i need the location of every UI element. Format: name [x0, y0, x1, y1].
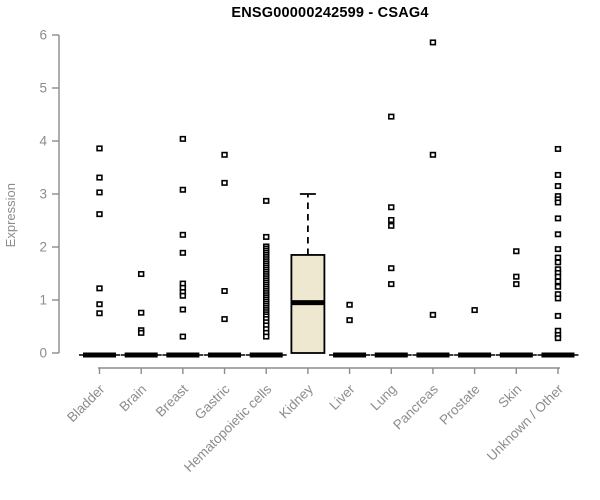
- median-line: [124, 352, 158, 358]
- median-line: [333, 352, 367, 358]
- data-point: [96, 211, 103, 218]
- data-point: [179, 292, 187, 299]
- data-point: [429, 39, 437, 46]
- data-point: [554, 278, 562, 285]
- data-point: [554, 283, 562, 290]
- data-point: [179, 186, 187, 193]
- axis-tick-label: 6: [39, 28, 47, 43]
- x-tick-label: Brain: [116, 382, 149, 415]
- x-tick-label: Lung: [368, 382, 400, 414]
- data-point: [554, 312, 562, 319]
- axis-tick-label: 4: [39, 134, 47, 149]
- data-point: [179, 306, 187, 313]
- data-point: [221, 151, 228, 158]
- data-point: [388, 222, 395, 229]
- data-point: [554, 171, 562, 178]
- data-point: [96, 285, 103, 292]
- data-point: [513, 248, 520, 255]
- axis-tick-label: 5: [39, 81, 47, 96]
- data-point: [388, 281, 395, 288]
- data-point: [554, 215, 562, 222]
- data-point: [429, 311, 437, 318]
- x-tick-label: Breast: [153, 381, 191, 419]
- x-tick-label: Bladder: [64, 381, 108, 425]
- data-point: [137, 329, 145, 336]
- data-point: [388, 216, 395, 223]
- x-tick-label: Prostate: [437, 382, 483, 428]
- median-line: [249, 352, 283, 358]
- data-point: [96, 174, 103, 181]
- axis-tick-label: 2: [39, 240, 47, 255]
- data-point: [179, 135, 187, 142]
- median-line: [374, 352, 408, 358]
- data-point: [471, 307, 478, 314]
- x-tick-label: Pancreas: [390, 381, 441, 432]
- data-point: [554, 259, 562, 266]
- median-line: [208, 352, 242, 358]
- data-point: [179, 231, 187, 238]
- data-point: [554, 254, 562, 261]
- data-point: [96, 145, 103, 152]
- data-point: [388, 204, 395, 211]
- data-point: [263, 233, 270, 240]
- data-point: [221, 316, 228, 323]
- data-point: [221, 179, 228, 186]
- median-line: [541, 352, 575, 358]
- x-tick-label: Gastric: [192, 381, 233, 422]
- data-point: [554, 183, 562, 190]
- median-line: [499, 352, 533, 358]
- median-line: [416, 352, 450, 358]
- data-point: [554, 199, 562, 206]
- data-point: [263, 333, 270, 340]
- x-tick-label: Liver: [326, 381, 358, 413]
- chart-title: ENSG00000242599 - CSAG4: [231, 5, 429, 21]
- median-line: [166, 352, 200, 358]
- data-point: [179, 249, 187, 256]
- data-point: [554, 295, 562, 302]
- data-point: [554, 273, 562, 280]
- data-point: [554, 246, 562, 253]
- data-point: [554, 145, 562, 152]
- data-point: [513, 273, 520, 280]
- data-point: [346, 301, 353, 308]
- data-point: [346, 317, 353, 324]
- data-point: [96, 189, 103, 196]
- data-point: [96, 310, 103, 317]
- data-point: [429, 151, 437, 158]
- x-tick-label: Unknown / Other: [484, 381, 567, 464]
- data-point: [554, 335, 562, 342]
- data-point: [96, 301, 103, 308]
- x-tick-label: Skin: [495, 382, 524, 411]
- data-point: [137, 271, 145, 278]
- data-point: [554, 231, 562, 238]
- data-point: [513, 281, 520, 288]
- median-line: [83, 352, 116, 358]
- axis-tick-label: 1: [39, 293, 47, 308]
- data-point: [221, 287, 228, 294]
- data-point: [137, 309, 145, 316]
- data-point: [388, 113, 395, 120]
- axis-tick-label: 0: [39, 346, 47, 361]
- data-point: [388, 265, 395, 272]
- median-line: [458, 352, 492, 358]
- data-point: [179, 333, 187, 340]
- axis-tick-label: 3: [39, 187, 47, 202]
- data-point: [263, 197, 270, 204]
- median-line: [291, 300, 325, 306]
- x-tick-label: Kidney: [276, 381, 316, 421]
